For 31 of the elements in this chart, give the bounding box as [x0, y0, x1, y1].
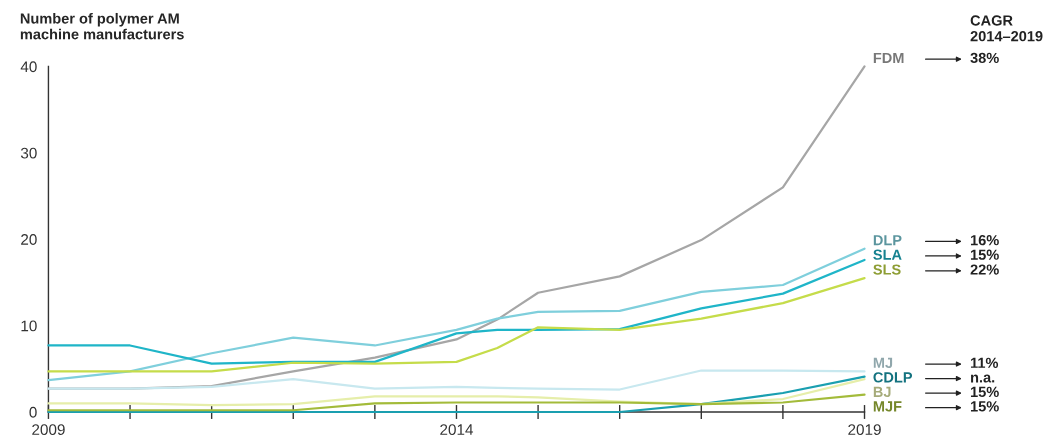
x-tick-label: 2009	[32, 424, 65, 436]
text: 22%	[970, 264, 999, 275]
series-label: SLS	[873, 264, 901, 275]
text: 16%	[970, 235, 999, 246]
y-tick-label: 40	[20, 61, 37, 73]
series-label: MJ	[873, 357, 893, 369]
text: 11%	[970, 357, 999, 368]
legend-title: CAGR 2014–2019	[970, 15, 1043, 42]
y-tick-label: 0	[29, 406, 37, 418]
y-tick-label: 30	[20, 147, 37, 159]
series-label: FDM	[873, 52, 904, 63]
y-tick-label: 10	[21, 320, 37, 332]
x-tick-label: 2019	[848, 424, 881, 436]
series-label: SLA	[873, 249, 902, 260]
y-tick-label: 20	[21, 234, 37, 245]
line-series	[47, 369, 866, 391]
series-label: CDLP	[873, 372, 913, 383]
line-series	[47, 247, 866, 382]
line-series	[47, 258, 866, 365]
text: n.a.	[971, 374, 995, 383]
series-label: DLP	[873, 235, 902, 246]
text: 15%	[970, 401, 999, 412]
text: 15%	[970, 386, 999, 398]
text: 38%	[970, 52, 999, 64]
series-label: BJ	[873, 386, 891, 398]
series-label: MJF	[873, 401, 902, 412]
text: 15%	[970, 249, 999, 260]
y-axis-title: Number of polymer AM machine manufacturers	[20, 12, 184, 40]
line-series	[47, 276, 866, 373]
line-series	[47, 378, 866, 407]
x-tick-label: 2014	[440, 424, 474, 436]
